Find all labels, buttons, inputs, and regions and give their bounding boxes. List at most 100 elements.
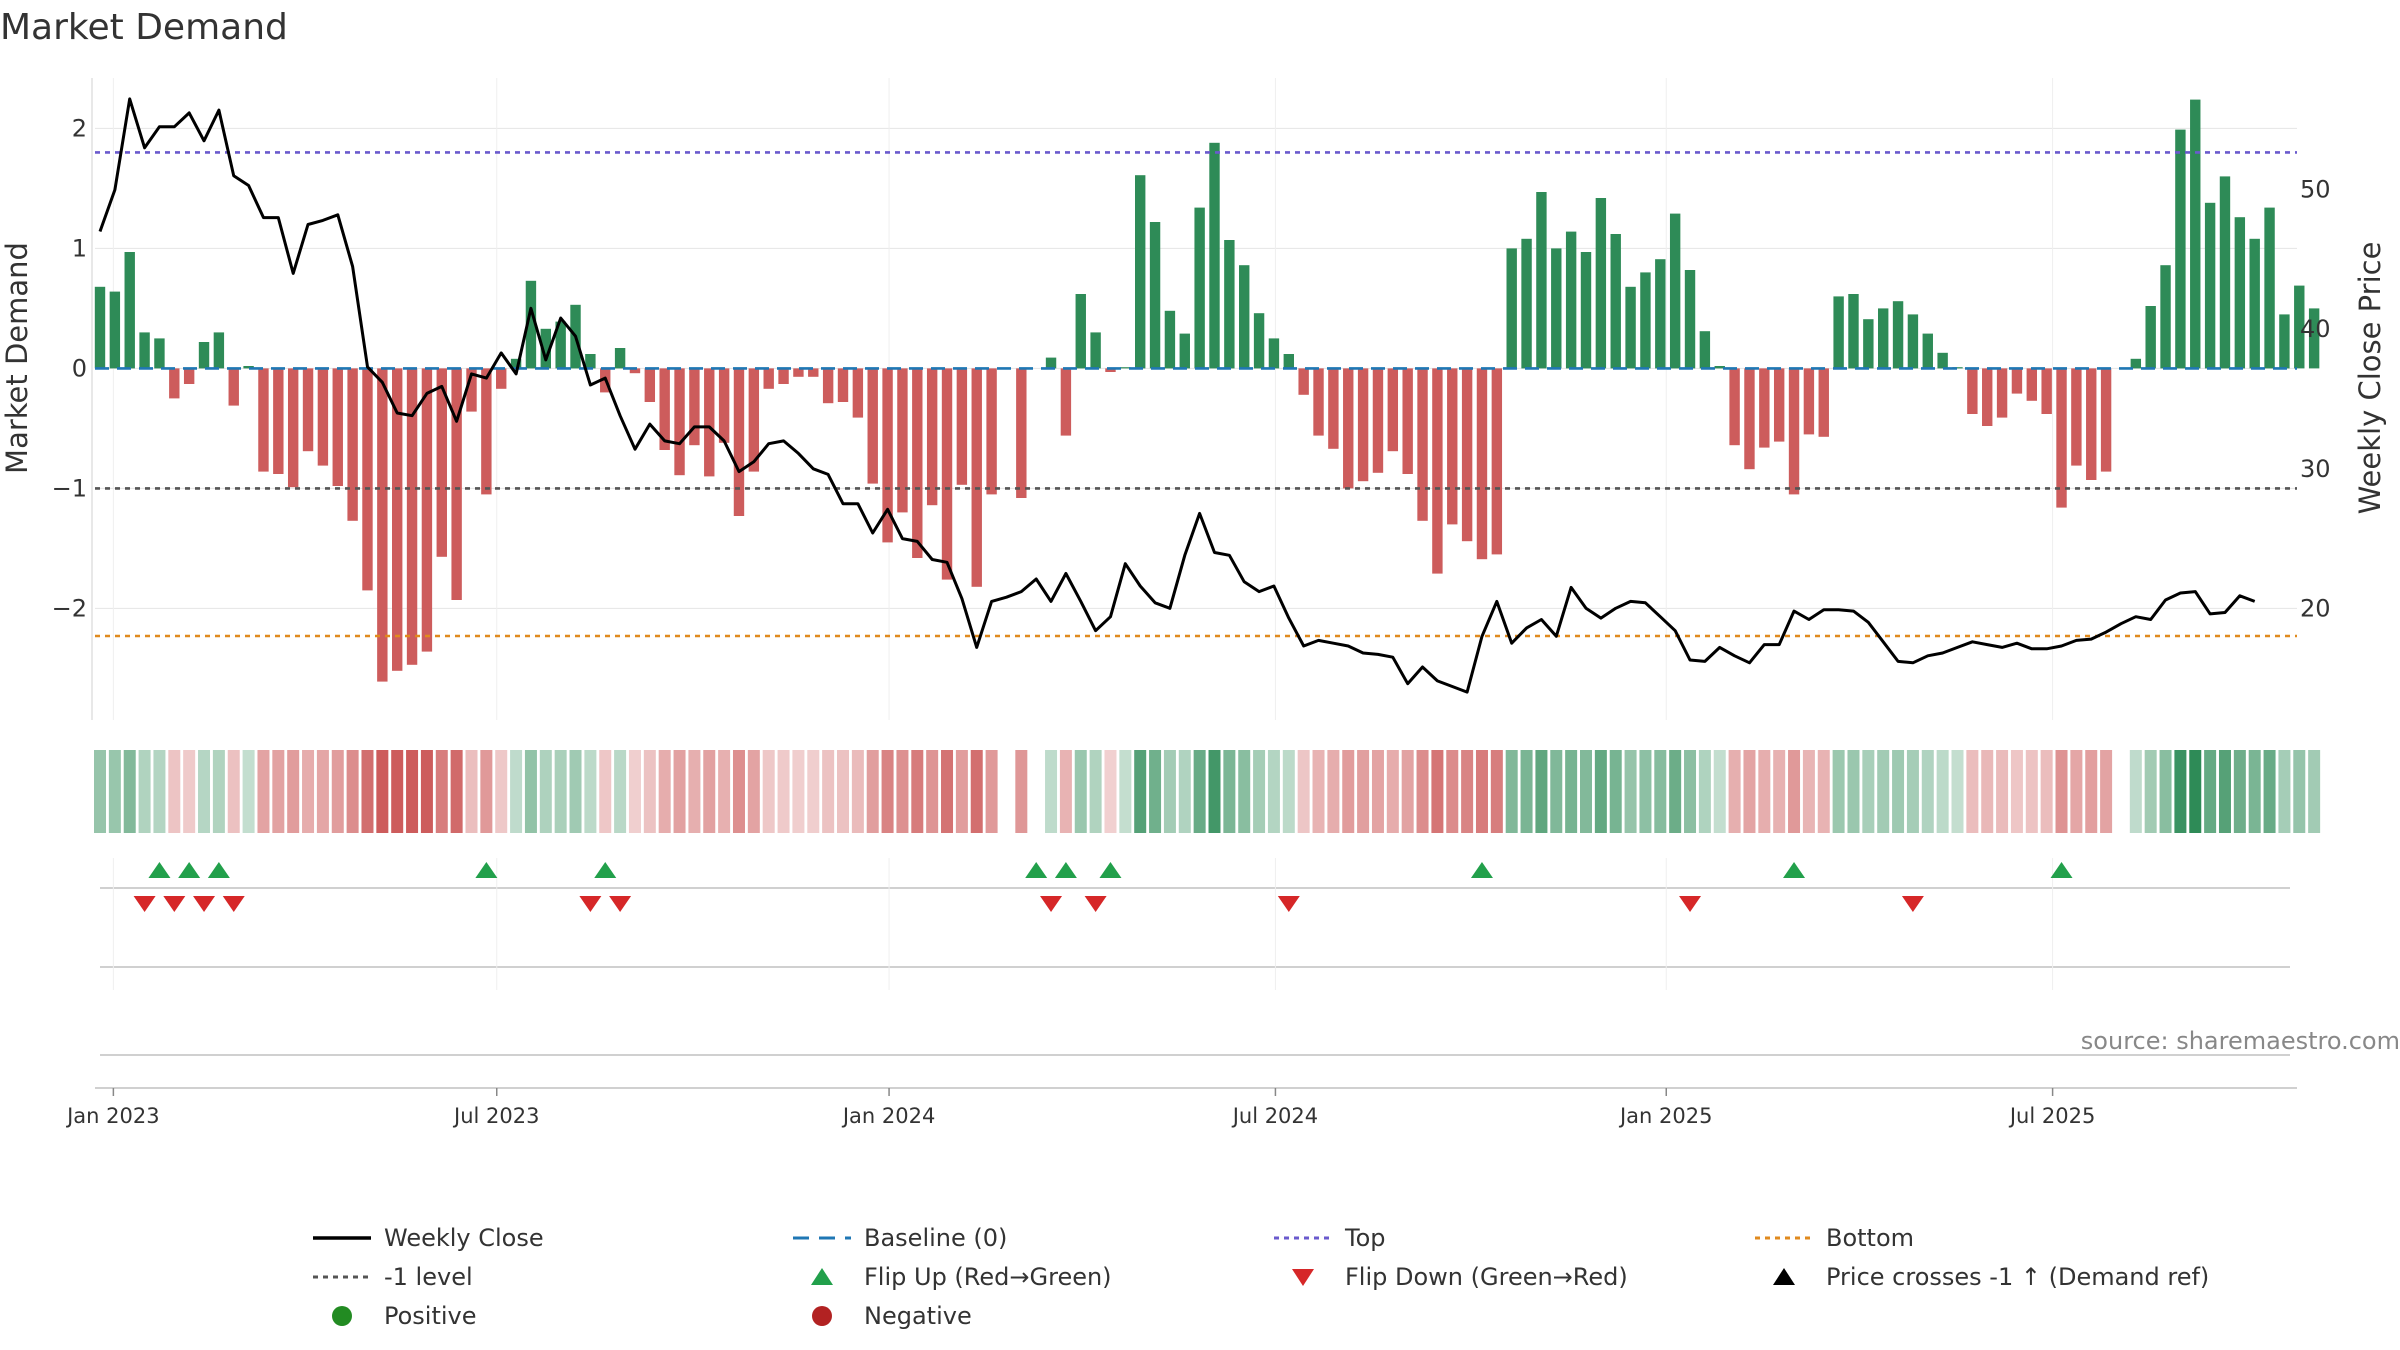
- heat-cell: [2218, 750, 2231, 833]
- heat-cell: [2204, 750, 2217, 833]
- negative-demand-bar: [2026, 368, 2037, 401]
- negative-demand-bar: [763, 368, 774, 389]
- heat-cell: [391, 750, 404, 833]
- right-tick-label: 40: [2300, 315, 2331, 343]
- heat-cell: [1015, 750, 1028, 833]
- heat-cell: [1267, 750, 1280, 833]
- heat-cell: [1461, 750, 1474, 833]
- heat-cell: [628, 750, 641, 833]
- heat-cell: [584, 750, 597, 833]
- heat-cell: [1758, 750, 1771, 833]
- date-tick-label: Jul 2023: [452, 1104, 539, 1128]
- heat-cell: [1773, 750, 1786, 833]
- heat-cell: [569, 750, 582, 833]
- negative-demand-bar: [481, 368, 492, 495]
- negative-demand-bar: [1803, 368, 1815, 435]
- heat-cell: [1104, 750, 1117, 833]
- positive-demand-bar: [1090, 332, 1101, 369]
- negative-demand-bar: [926, 368, 938, 506]
- heat-cell: [643, 750, 656, 833]
- positive-demand-bar: [555, 321, 566, 369]
- heat-cell: [123, 750, 136, 833]
- heat-cell: [2144, 750, 2157, 833]
- date-tick-label: Jan 2024: [841, 1104, 936, 1128]
- close-price-line-group: [98, 97, 2256, 694]
- positive-demand-bar: [1922, 333, 1933, 369]
- flip-down-marker: [1901, 896, 1924, 912]
- flip-down-marker: [222, 896, 245, 912]
- heat-cell: [2248, 750, 2261, 833]
- heat-cell: [1045, 750, 1058, 833]
- heat-cell: [2010, 750, 2023, 833]
- negative-demand-bar: [1417, 368, 1428, 521]
- negative-demand-bar: [1298, 368, 1309, 395]
- heat-cell: [1342, 750, 1355, 833]
- positive-demand-bar: [109, 291, 121, 369]
- heat-cell: [480, 750, 493, 833]
- legend-label: Flip Down (Green→Red): [1345, 1263, 1628, 1291]
- negative-demand-bar: [852, 368, 864, 418]
- heat-cell: [316, 750, 329, 833]
- legend-item-positive: Positive: [332, 1302, 477, 1330]
- heat-cell: [138, 750, 151, 833]
- heat-cell: [1639, 750, 1652, 833]
- negative-demand-bar: [1788, 368, 1800, 495]
- heat-cell: [1594, 750, 1607, 833]
- flip-down-marker: [163, 896, 186, 912]
- negative-demand-bar: [1818, 368, 1829, 437]
- heat-cell: [926, 750, 939, 833]
- negative-demand-bar: [1432, 368, 1443, 574]
- positive-demand-bar: [2249, 238, 2260, 369]
- heat-cell: [1327, 750, 1340, 833]
- heat-cell: [2293, 750, 2306, 833]
- flip-down-marker: [1084, 896, 1107, 912]
- heat-cell: [1297, 750, 1310, 833]
- positive-demand-bar: [1610, 234, 1621, 369]
- positive-demand-bar: [2279, 314, 2290, 369]
- heat-cell: [822, 750, 835, 833]
- heat-cell: [1728, 750, 1741, 833]
- heat-cell: [1565, 750, 1578, 833]
- negative-demand-bar: [466, 368, 477, 412]
- negative-demand-bar: [912, 368, 923, 558]
- positive-demand-bar: [1135, 175, 1146, 369]
- legend-item-weekly-close: Weekly Close: [313, 1224, 544, 1252]
- negative-demand-bar: [1447, 368, 1458, 525]
- heat-cell: [2308, 750, 2321, 833]
- positive-demand-bar: [198, 342, 210, 369]
- positive-demand-bar: [2294, 285, 2305, 369]
- positive-demand-bar: [1595, 198, 1607, 369]
- negative-demand-bar: [674, 368, 685, 476]
- heat-cell: [302, 750, 315, 833]
- heat-cell: [495, 750, 508, 833]
- negative-demand-bar: [451, 368, 462, 600]
- positive-demand-bar: [154, 338, 165, 369]
- negative-demand-bar: [1773, 368, 1785, 442]
- positive-demand-bar: [1179, 333, 1190, 369]
- positive-demand-bar: [585, 354, 596, 369]
- negative-demand-bar: [258, 368, 269, 472]
- heat-cell: [896, 750, 909, 833]
- legend-label: Weekly Close: [384, 1224, 544, 1252]
- legend-dot-swatch: [812, 1306, 832, 1326]
- positive-demand-bar: [614, 348, 626, 369]
- negative-demand-bar: [392, 368, 403, 671]
- positive-demand-bar: [2219, 176, 2231, 369]
- negative-demand-bar: [822, 368, 834, 404]
- negative-demand-bar: [1343, 368, 1354, 489]
- heat-cell: [1981, 750, 1994, 833]
- legend-label: Price crosses -1 ↑ (Demand ref): [1826, 1263, 2209, 1291]
- negative-demand-bar: [644, 368, 656, 402]
- legend-label: Negative: [864, 1302, 972, 1330]
- positive-demand-bar: [1521, 238, 1532, 369]
- heat-cell: [198, 750, 211, 833]
- negative-demand-bar: [778, 368, 789, 384]
- heat-cell: [1624, 750, 1637, 833]
- negative-demand-bar: [1967, 368, 1978, 414]
- positive-demand-bar: [1699, 331, 1711, 369]
- negative-demand-bar: [347, 368, 358, 521]
- legend-item-flip-up: Flip Up (Red→Green): [811, 1263, 1112, 1291]
- negative-demand-bar: [748, 368, 760, 472]
- negative-demand-bar: [629, 368, 641, 374]
- date-axis: Jan 2023 Jul 2023 Jan 2024 Jul 2024 Jan 2025…: [65, 1087, 2297, 1128]
